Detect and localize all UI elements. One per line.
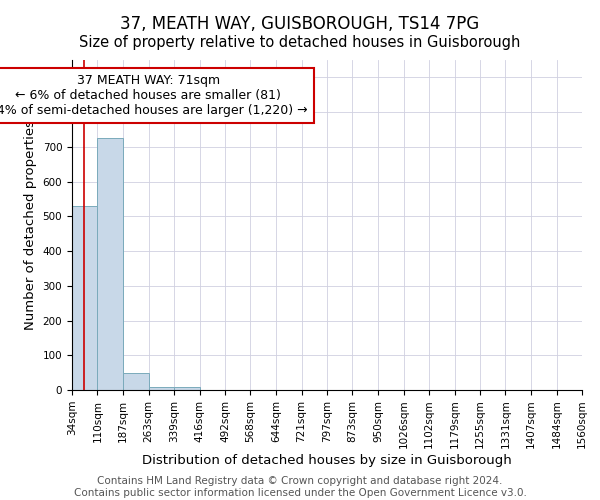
Text: 37, MEATH WAY, GUISBOROUGH, TS14 7PG: 37, MEATH WAY, GUISBOROUGH, TS14 7PG	[121, 15, 479, 33]
Bar	[149, 386, 174, 390]
Text: 37 MEATH WAY: 71sqm
← 6% of detached houses are smaller (81)
94% of semi-detache: 37 MEATH WAY: 71sqm ← 6% of detached hou…	[0, 74, 308, 117]
Bar	[72, 206, 97, 390]
Text: Contains HM Land Registry data © Crown copyright and database right 2024.
Contai: Contains HM Land Registry data © Crown c…	[74, 476, 526, 498]
Bar	[97, 138, 123, 390]
Text: Size of property relative to detached houses in Guisborough: Size of property relative to detached ho…	[79, 35, 521, 50]
Bar	[123, 372, 149, 390]
X-axis label: Distribution of detached houses by size in Guisborough: Distribution of detached houses by size …	[142, 454, 512, 467]
Bar	[174, 386, 200, 390]
Y-axis label: Number of detached properties: Number of detached properties	[24, 120, 37, 330]
